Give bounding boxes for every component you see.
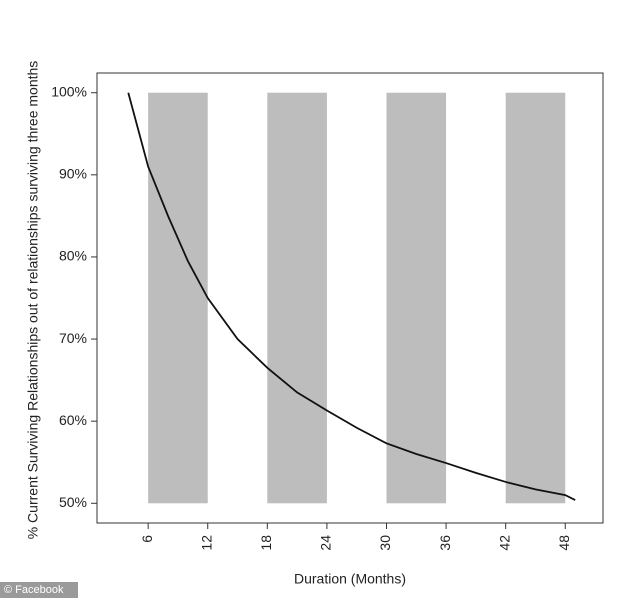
shaded-band	[267, 92, 327, 504]
plot-frame	[96, 72, 604, 524]
y-tick-label: 80%	[59, 248, 87, 264]
y-tick-label: 50%	[59, 494, 87, 510]
y-tick-label: 100%	[51, 83, 87, 99]
shaded-band	[505, 92, 566, 504]
x-tick-label: 6	[139, 535, 155, 543]
x-tick-label: 42	[496, 535, 512, 551]
x-tick-label: 36	[437, 535, 453, 551]
x-tick-label: 48	[556, 535, 572, 551]
line	[127, 92, 576, 501]
y-tick-label: 60%	[59, 412, 87, 428]
shaded-band	[148, 92, 208, 504]
x-tick-label: 12	[198, 535, 214, 551]
x-tick-label: 30	[377, 535, 393, 551]
shaded-band	[386, 92, 447, 504]
x-tick-label: 24	[318, 535, 334, 551]
y-tick-label: 90%	[59, 166, 87, 182]
y-axis-label: % Current Surviving Relationships out of…	[25, 61, 41, 540]
watermark-bg	[0, 582, 78, 598]
watermark: © Facebook	[4, 584, 64, 596]
y-tick-label: 70%	[59, 330, 87, 346]
x-axis-label: Duration (Months)	[294, 571, 406, 587]
x-tick-label: 18	[258, 535, 274, 551]
